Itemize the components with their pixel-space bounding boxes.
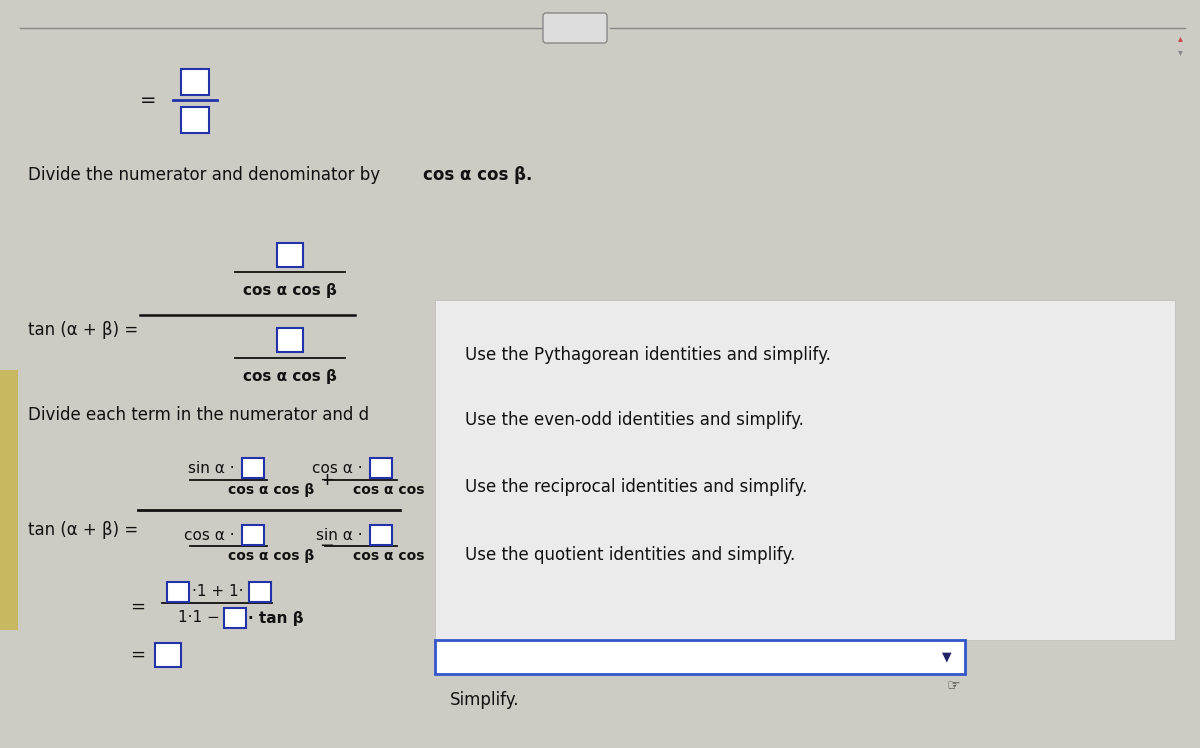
- Text: · tan β: · tan β: [248, 610, 304, 625]
- Text: 1·1 −: 1·1 −: [178, 610, 220, 625]
- Bar: [370, 458, 392, 478]
- Bar: [0, 370, 18, 630]
- Text: cos α cos: cos α cos: [353, 483, 425, 497]
- Text: cos α cos β: cos α cos β: [228, 483, 314, 497]
- Bar: [181, 107, 209, 133]
- Text: sin α ·: sin α ·: [188, 461, 235, 476]
- Bar: [436, 640, 965, 674]
- Text: Use the reciprocal identities and simplify.: Use the reciprocal identities and simpli…: [466, 478, 808, 496]
- Bar: [181, 69, 209, 95]
- Text: Simplify.: Simplify.: [450, 691, 520, 709]
- Text: Divide the numerator and denominator by: Divide the numerator and denominator by: [28, 166, 385, 184]
- Bar: [370, 525, 392, 545]
- Text: ▴: ▴: [1177, 33, 1182, 43]
- Text: ...: ...: [569, 22, 581, 34]
- Bar: [277, 328, 302, 352]
- Text: cos α cos: cos α cos: [353, 549, 425, 563]
- Text: ☞: ☞: [946, 678, 960, 693]
- Text: cos α cos β.: cos α cos β.: [424, 166, 533, 184]
- Text: ·1 + 1·: ·1 + 1·: [192, 584, 244, 599]
- FancyBboxPatch shape: [542, 13, 607, 43]
- Bar: [155, 643, 181, 667]
- Text: tan (α + β) =: tan (α + β) =: [28, 321, 138, 339]
- Text: tan (α + β) =: tan (α + β) =: [28, 521, 138, 539]
- Text: cos α ·: cos α ·: [312, 461, 364, 476]
- Text: cos α cos β: cos α cos β: [244, 283, 337, 298]
- Text: Divide each term in the numerator and d: Divide each term in the numerator and d: [28, 406, 370, 424]
- Text: ▼: ▼: [942, 651, 952, 663]
- Bar: [242, 525, 264, 545]
- Text: =: =: [139, 91, 156, 109]
- Text: cos α cos β: cos α cos β: [228, 549, 314, 563]
- Text: cos α cos β: cos α cos β: [244, 369, 337, 384]
- Text: sin α ·: sin α ·: [317, 527, 364, 542]
- Text: Use the Pythagorean identities and simplify.: Use the Pythagorean identities and simpl…: [466, 346, 830, 364]
- Bar: [167, 582, 190, 602]
- Text: +: +: [319, 471, 335, 489]
- Bar: [242, 458, 264, 478]
- Bar: [436, 300, 1175, 640]
- Text: −: −: [319, 537, 335, 555]
- Text: cos α ·: cos α ·: [185, 527, 235, 542]
- Bar: [250, 582, 271, 602]
- Text: =: =: [131, 598, 145, 616]
- Text: ▾: ▾: [1177, 47, 1182, 57]
- Text: Use the quotient identities and simplify.: Use the quotient identities and simplify…: [466, 546, 796, 564]
- Bar: [277, 243, 302, 267]
- Text: =: =: [131, 646, 145, 664]
- Text: Use the even-odd identities and simplify.: Use the even-odd identities and simplify…: [466, 411, 804, 429]
- Bar: [224, 608, 246, 628]
